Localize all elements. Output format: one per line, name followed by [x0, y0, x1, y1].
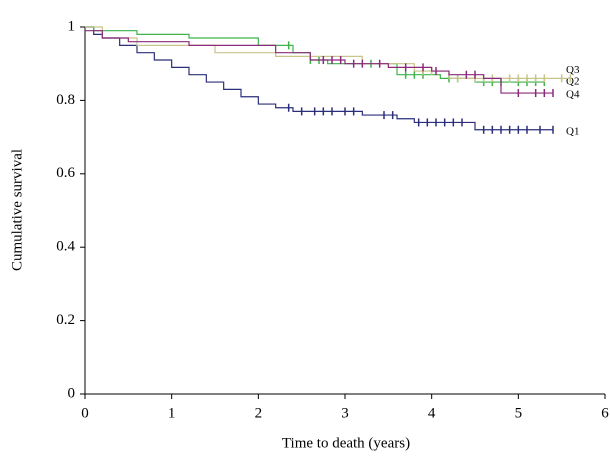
x-axis-label: Time to death (years)	[282, 435, 410, 451]
x-tick-label: 6	[601, 405, 609, 421]
y-tick-label: 0.6	[56, 165, 75, 181]
x-tick-label: 2	[255, 405, 263, 421]
survival-curve	[85, 26, 553, 131]
x-tick-label: 3	[341, 405, 349, 421]
x-tick-label: 5	[515, 405, 523, 421]
y-tick-label: 1	[68, 18, 76, 34]
series-label: Q1	[566, 125, 579, 137]
x-tick-label: 0	[81, 405, 89, 421]
x-tick-label: 4	[428, 405, 436, 421]
y-tick-label: 0.4	[56, 239, 75, 255]
x-tick-label: 1	[168, 405, 176, 421]
survival-curve	[85, 30, 553, 94]
y-tick-label: 0	[68, 385, 76, 401]
y-tick-label: 0.2	[56, 312, 75, 328]
series-label: Q3	[566, 64, 580, 76]
y-axis-label: Cumulative survival	[9, 149, 25, 271]
series-label: Q2	[566, 76, 579, 88]
series-label: Q4	[566, 89, 580, 101]
y-tick-label: 0.8	[56, 92, 75, 108]
